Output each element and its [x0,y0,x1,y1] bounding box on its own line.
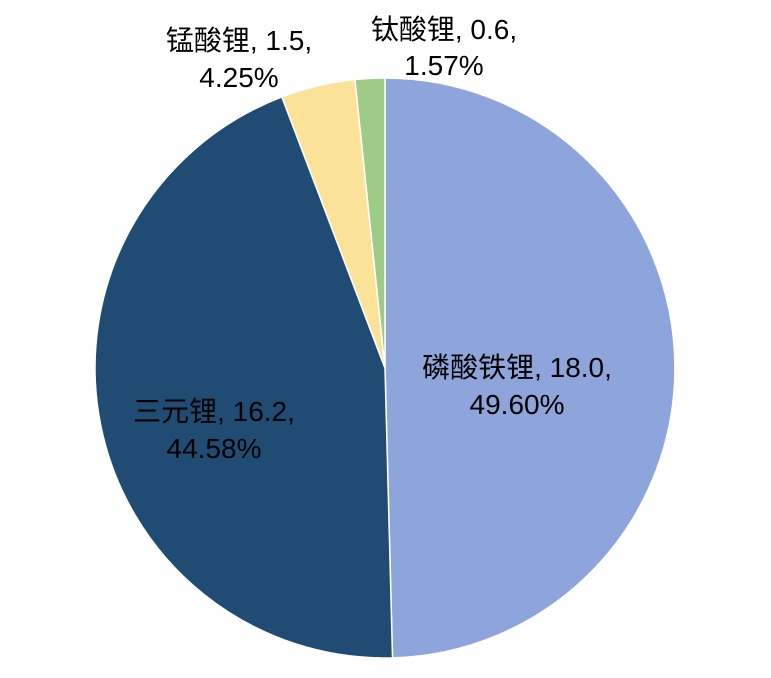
data-label-ternary-lithium: 三元锂, 16.2, 44.58% [133,393,295,467]
data-label-line2: 49.60% [469,389,565,420]
pie-slice-lfp [384,77,676,659]
data-label-lithium-titanate: 钛酸锂, 0.6, 1.57% [371,12,517,84]
data-label-line1: 三元锂, 16.2, [133,396,295,427]
data-label-line2: 44.58% [166,433,262,464]
data-label-lithium-manganate: 锰酸锂, 1.5, 4.25% [166,22,312,96]
data-label-lithium-iron-phosphate: 磷酸铁锂, 18.0, 49.60% [422,349,612,423]
data-label-line1: 钛酸锂, 0.6, [370,14,518,45]
pie-slice-ncm [94,96,394,659]
pie-slice-lto [354,77,386,369]
data-label-line1: 锰酸锂, 1.5, [165,25,313,56]
data-label-line1: 磷酸铁锂, 18.0, [422,352,612,383]
data-label-line2: 1.57% [404,50,484,81]
data-label-line2: 4.25% [199,62,279,93]
